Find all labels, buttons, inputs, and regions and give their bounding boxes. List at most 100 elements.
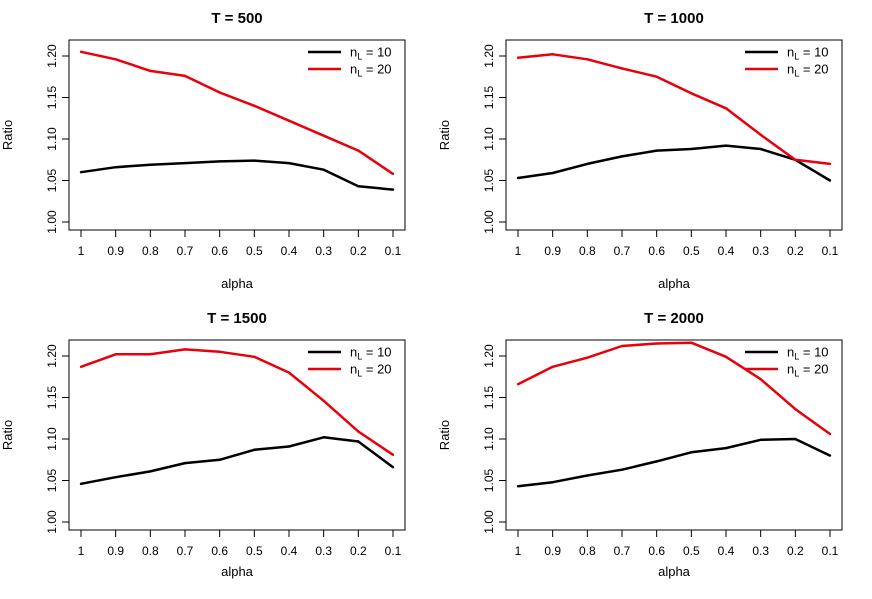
- x-tick-label: 0.9: [107, 244, 124, 258]
- y-tick-label: 1.20: [482, 344, 496, 368]
- data-point: [183, 161, 187, 165]
- x-tick-label: 0.8: [142, 544, 159, 558]
- y-tick-label: 1.10: [45, 127, 59, 151]
- x-tick-label: 0.1: [385, 544, 402, 558]
- x-tick-label: 0.2: [350, 244, 367, 258]
- x-tick-label: 0.8: [142, 244, 159, 258]
- x-tick-label: 0.1: [822, 544, 839, 558]
- data-point: [516, 383, 520, 386]
- chart-panel-1: T = 500 1.00 1.05 1.10 1.15 1.20 1 0.9 0.8 0.7 0.6…: [0, 10, 406, 291]
- data-point: [183, 74, 187, 78]
- data-point: [724, 107, 728, 110]
- x-axis-label: alpha: [221, 564, 254, 579]
- data-point: [287, 161, 291, 165]
- series-line: [80, 159, 394, 191]
- series-2: [79, 348, 395, 456]
- series-line: [80, 50, 394, 175]
- y-tick-label: 1.10: [482, 427, 496, 451]
- x-tick-label: 0.2: [350, 544, 367, 558]
- data-point: [655, 342, 658, 345]
- data-point: [655, 460, 658, 463]
- data-point: [759, 378, 762, 381]
- data-point: [655, 75, 658, 78]
- x-tick-label: 0.5: [683, 544, 700, 558]
- legend-entry: nL = 20: [787, 362, 829, 379]
- series-2: [79, 50, 395, 176]
- data-point: [759, 133, 762, 137]
- data-point: [357, 149, 360, 152]
- series-line: [517, 437, 831, 488]
- chart-panel-3: T = 1500 1.00 1.05 1.10 1.15 1.20 1 0.9 0.8 0.7 0.…: [0, 310, 406, 579]
- series-line: [517, 53, 831, 166]
- y-tick-label: 1.00: [482, 210, 496, 234]
- x-tick-label: 0.3: [315, 544, 332, 558]
- series-1: [516, 144, 832, 182]
- panel-title: T = 500: [211, 10, 262, 27]
- data-point: [620, 67, 624, 70]
- data-point: [551, 365, 554, 368]
- y-tick-label: 1.00: [45, 510, 59, 534]
- plot-frame: [505, 339, 843, 531]
- data-point: [183, 461, 187, 465]
- data-point: [287, 371, 291, 374]
- series-1: [516, 437, 832, 488]
- y-tick-label: 1.15: [45, 385, 59, 409]
- y-tick-label: 1.15: [45, 85, 59, 109]
- y-tick-label: 1.05: [482, 468, 496, 492]
- legend-entry: nL = 10: [787, 45, 829, 62]
- data-point: [759, 438, 762, 442]
- data-point: [690, 451, 693, 454]
- data-point: [620, 344, 624, 348]
- x-tick-label: 0.9: [107, 544, 124, 558]
- x-tick-label: 0.7: [614, 544, 631, 558]
- x-tick-label: 0.9: [544, 544, 561, 558]
- y-tick-label: 1.20: [482, 44, 496, 68]
- data-point: [357, 185, 360, 188]
- data-point: [322, 168, 325, 171]
- legend-entry: nL = 10: [350, 345, 392, 362]
- x-tick-label: 0.5: [246, 244, 263, 258]
- data-point: [149, 470, 152, 473]
- plot-frame: [68, 339, 406, 531]
- y-tick-label: 1.00: [482, 510, 496, 534]
- panel-title: T = 1000: [644, 10, 704, 27]
- data-point: [149, 69, 152, 73]
- x-tick-label: 0.8: [579, 544, 596, 558]
- data-point: [516, 176, 520, 180]
- data-point: [391, 188, 395, 191]
- x-tick-label: 0.3: [752, 244, 769, 258]
- x-tick-label: 0.3: [752, 544, 769, 558]
- data-point: [322, 134, 325, 137]
- x-tick-label: 1: [78, 544, 85, 558]
- y-tick-label: 1.05: [482, 168, 496, 192]
- data-point: [218, 91, 221, 94]
- y-axis-label: Ratio: [437, 120, 452, 150]
- series-1: [79, 436, 395, 486]
- y-tick-label: 1.15: [482, 85, 496, 109]
- data-point: [828, 162, 832, 166]
- y-tick-label: 1.15: [482, 385, 496, 409]
- y-axis-label: Ratio: [437, 420, 452, 450]
- data-point: [759, 147, 762, 151]
- data-point: [79, 50, 83, 54]
- data-point: [253, 448, 256, 451]
- data-point: [357, 430, 360, 433]
- data-point: [391, 453, 395, 456]
- data-point: [516, 485, 520, 488]
- data-point: [79, 365, 83, 368]
- data-point: [183, 348, 187, 351]
- series-2: [516, 53, 832, 166]
- legend-entry: nL = 10: [350, 45, 392, 62]
- data-point: [322, 436, 325, 439]
- data-point: [287, 119, 291, 122]
- data-point: [218, 350, 221, 354]
- data-point: [724, 446, 728, 450]
- x-tick-label: 0.7: [177, 244, 194, 258]
- data-point: [322, 399, 325, 403]
- data-point: [690, 147, 693, 151]
- x-tick-label: 0.1: [822, 244, 839, 258]
- x-tick-label: 0.4: [281, 544, 298, 558]
- y-tick-label: 1.10: [482, 127, 496, 151]
